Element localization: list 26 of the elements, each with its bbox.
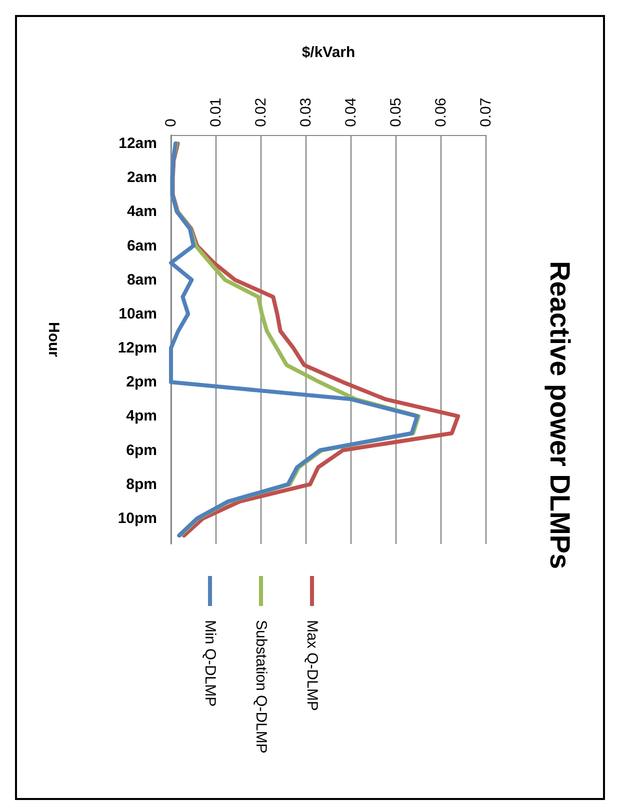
legend-label: Min Q-DLMP <box>202 620 218 707</box>
text: Reactive power DLMPs <box>544 260 576 570</box>
y-tick-label: 12pm <box>118 340 157 357</box>
x-tick-label: 0.06 <box>432 98 450 127</box>
x-tick-label: 0.04 <box>342 98 360 127</box>
y-tick-label: 4am <box>126 203 157 220</box>
y-tick-label: 6pm <box>126 442 157 459</box>
x-tick-label: 0.05 <box>388 98 404 127</box>
legend-label: Max Q-DLMP <box>304 620 320 711</box>
x-axis-title: $/kVarh <box>302 44 356 61</box>
y-tick-label: 4pm <box>126 408 157 425</box>
y-tick-label: 2pm <box>126 374 157 391</box>
x-tick-label: 0.07 <box>478 98 494 127</box>
legend-label: Substation Q-DLMP <box>252 620 270 754</box>
y-tick-label: 8pm <box>126 476 157 493</box>
x-tick-label: 0.01 <box>208 98 224 127</box>
y-tick-label: 10pm <box>118 510 157 527</box>
y-tick-label: 2am <box>126 169 157 186</box>
x-tick-label: 0 <box>162 118 180 127</box>
y-tick-label: 10am <box>118 305 157 322</box>
y-tick-label: 8am <box>126 271 157 288</box>
x-tick-label: 0.02 <box>252 98 270 127</box>
y-axis-title: Hour <box>45 322 62 358</box>
x-tick-label: 0.03 <box>298 98 314 127</box>
y-tick-label: 6am <box>126 237 157 254</box>
y-tick-label: 12am <box>118 135 157 152</box>
